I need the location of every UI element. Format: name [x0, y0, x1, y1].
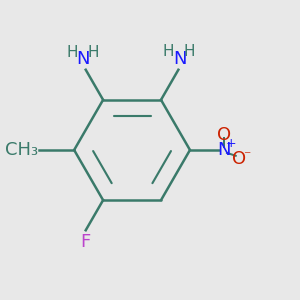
Text: H: H: [66, 45, 78, 60]
Text: H: H: [87, 45, 99, 60]
Text: O: O: [217, 126, 231, 144]
Text: CH₃: CH₃: [5, 141, 38, 159]
Text: ⁻: ⁻: [243, 149, 250, 163]
Text: N: N: [76, 50, 90, 68]
Text: H: H: [184, 44, 195, 59]
Text: H: H: [163, 44, 174, 59]
Text: F: F: [81, 232, 91, 250]
Text: N: N: [218, 141, 231, 159]
Text: N: N: [173, 50, 187, 68]
Text: +: +: [225, 137, 236, 150]
Text: O: O: [232, 150, 246, 168]
